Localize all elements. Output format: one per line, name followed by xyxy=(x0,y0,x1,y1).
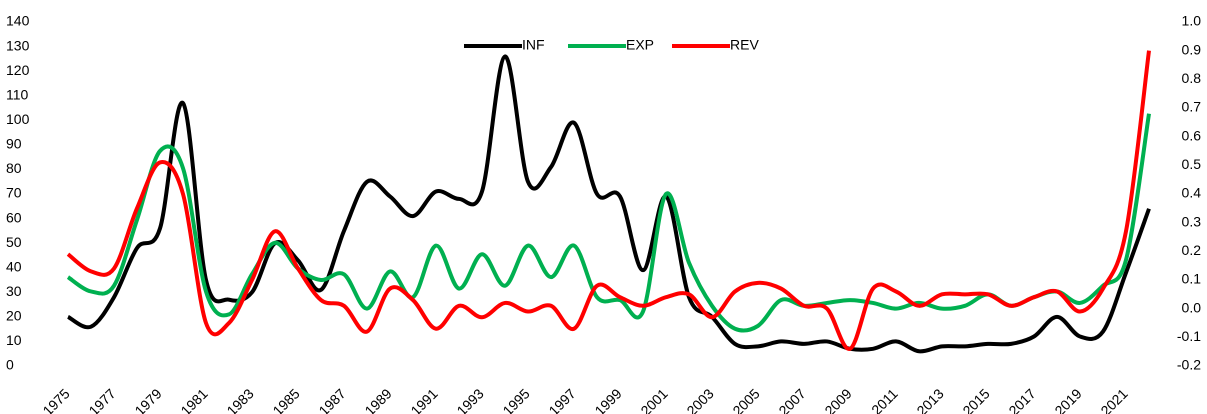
x-tick-label: 1999 xyxy=(591,385,624,414)
y2-tick-label: -0.2 xyxy=(1177,357,1201,373)
y-tick-label: 130 xyxy=(6,37,30,53)
y-tick-label: 60 xyxy=(6,209,22,225)
x-tick-label: 2001 xyxy=(637,385,670,414)
y-tick-label: 0 xyxy=(6,357,14,373)
y2-tick-label: 1.0 xyxy=(1182,13,1202,29)
y2-tick-label: 0.9 xyxy=(1182,41,1202,57)
x-tick-label: 1993 xyxy=(453,385,486,414)
y2-tick-label: 0.8 xyxy=(1182,70,1202,86)
y2-tick-label: 0.0 xyxy=(1182,299,1202,315)
y-tick-label: 30 xyxy=(6,283,22,299)
y2-tick-label: 0.7 xyxy=(1182,99,1202,115)
legend-label: EXP xyxy=(626,37,654,53)
x-tick-label: 2017 xyxy=(1005,385,1038,414)
y2-tick-label: 0.4 xyxy=(1182,185,1202,201)
x-tick-label: 2021 xyxy=(1097,385,1130,414)
y2-tick-label: 0.3 xyxy=(1182,213,1202,229)
y-tick-label: 90 xyxy=(6,136,22,152)
y-tick-label: 100 xyxy=(6,111,30,127)
series-line xyxy=(66,50,1151,351)
x-tick-label: 2009 xyxy=(821,385,854,414)
x-tick-label: 2003 xyxy=(683,385,716,414)
x-tick-label: 2005 xyxy=(729,385,762,414)
series-line xyxy=(67,54,1151,354)
x-tick-label: 2019 xyxy=(1051,385,1084,414)
y-tick-label: 50 xyxy=(6,234,22,250)
legend-label: REV xyxy=(730,37,759,53)
x-tick-label: 1995 xyxy=(499,385,532,414)
x-tick-label: 1991 xyxy=(407,385,440,414)
y2-tick-label: 0.6 xyxy=(1182,127,1202,143)
x-tick-label: 1975 xyxy=(39,385,72,414)
y-tick-label: 140 xyxy=(6,13,30,29)
x-tick-label: 2011 xyxy=(868,385,901,414)
legend-label: INF xyxy=(522,37,545,53)
x-tick-label: 1989 xyxy=(361,385,394,414)
x-tick-label: 1987 xyxy=(315,385,348,414)
y-tick-label: 40 xyxy=(6,258,22,274)
x-tick-label: 2013 xyxy=(913,385,946,414)
y-tick-label: 10 xyxy=(6,332,22,348)
y-tick-label: 70 xyxy=(6,185,22,201)
y2-tick-label: 0.2 xyxy=(1182,242,1202,258)
x-tick-label: 2007 xyxy=(775,385,808,414)
y2-tick-label: -0.1 xyxy=(1177,328,1201,344)
x-tick-label: 2015 xyxy=(959,385,992,414)
y-tick-label: 20 xyxy=(6,308,22,324)
y2-tick-label: 0.1 xyxy=(1182,271,1202,287)
y-tick-label: 110 xyxy=(6,86,29,102)
x-tick-label: 1977 xyxy=(85,385,118,414)
x-tick-label: 1981 xyxy=(177,385,210,414)
y-tick-label: 80 xyxy=(6,160,22,176)
series-line xyxy=(66,113,1151,333)
x-tick-label: 1979 xyxy=(131,385,164,414)
x-tick-label: 1983 xyxy=(223,385,256,414)
y-tick-label: 120 xyxy=(6,62,30,78)
x-tick-label: 1997 xyxy=(545,385,578,414)
x-tick-label: 1985 xyxy=(269,385,302,414)
y2-tick-label: 0.5 xyxy=(1182,156,1202,172)
